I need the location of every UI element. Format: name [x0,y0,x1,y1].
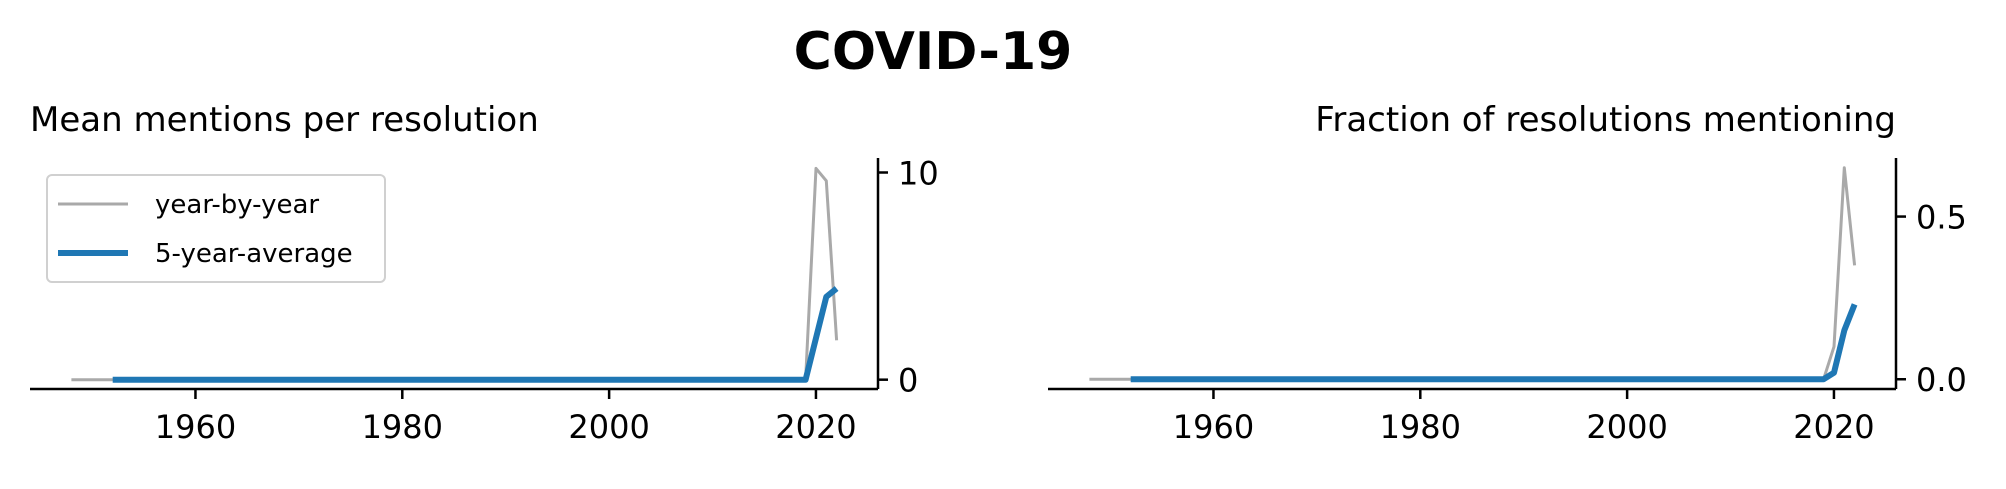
legend: year-by-year 5-year-average [46,174,386,283]
x-tick-label: 1960 [1173,408,1254,446]
legend-label: 5-year-average [155,239,353,269]
chart-panel-1: Mean mentions per resolution 1960 1980 2000… [30,100,939,446]
series-line-5-year-average [1130,303,1858,383]
x-tick-label: 1980 [362,408,443,446]
x-tick-label: 1980 [1380,408,1461,446]
y-tick-label: 0.0 [1916,361,1967,399]
series-line-year-by-year [1089,166,1857,381]
y-tick-label: 0 [898,362,918,400]
x-tick-label: 2000 [1586,408,1667,446]
series-line-5-year-average [112,286,839,383]
chart-panel-2: Fraction of resolutions mentioning 1960 19… [1048,100,1967,446]
x-tick-label: 2020 [775,408,856,446]
y-tick-label: 0.5 [1916,199,1967,237]
axis-title: Mean mentions per resolution [30,100,539,140]
x-tick-label: 1960 [155,408,236,446]
y-tick-label: 10 [898,155,939,193]
legend-box [46,174,386,283]
legend-label: year-by-year [155,190,319,220]
x-tick-label: 2000 [568,408,649,446]
axis-title: Fraction of resolutions mentioning [1315,100,1896,140]
figure-title: COVID-19 [793,22,1073,82]
x-tick-label: 2020 [1793,408,1874,446]
